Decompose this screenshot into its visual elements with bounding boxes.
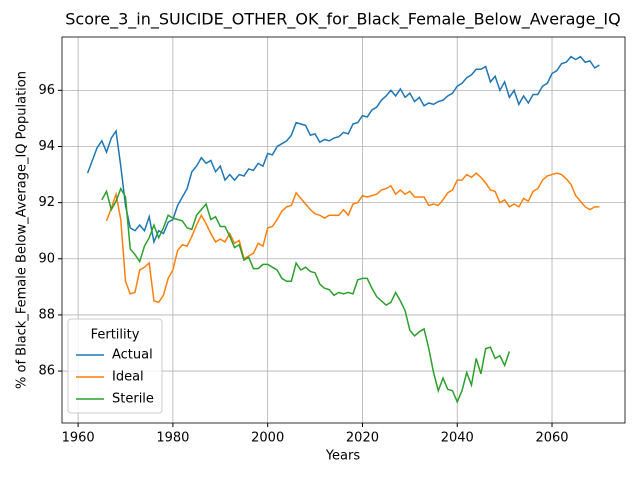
data-line bbox=[101, 186, 511, 404]
x-tick-label: 2000 bbox=[251, 431, 284, 446]
y-tick-label: 88 bbox=[38, 307, 55, 322]
legend-title: Fertility bbox=[91, 328, 140, 343]
x-tick-label: 2040 bbox=[441, 431, 474, 446]
legend: Fertility Actual Ideal Sterile bbox=[67, 318, 163, 414]
y-tick-label: 86 bbox=[38, 364, 55, 379]
x-tick-label: 1960 bbox=[62, 431, 95, 446]
y-tick-label: 90 bbox=[38, 251, 55, 266]
legend-box bbox=[67, 318, 163, 414]
x-axis-label: Years bbox=[325, 449, 361, 464]
data-line bbox=[105, 172, 600, 304]
y-tick-label: 92 bbox=[38, 195, 55, 210]
legend-label: Actual bbox=[112, 348, 153, 363]
legend-label: Ideal bbox=[112, 370, 144, 385]
x-tick-label: 2060 bbox=[535, 431, 568, 446]
plot-frame bbox=[61, 36, 626, 424]
y-axis-label: % of Black_Female Below_Average_IQ Popul… bbox=[15, 71, 30, 389]
y-tick-label: 96 bbox=[38, 83, 55, 98]
y-tick-label: 94 bbox=[38, 139, 55, 154]
x-tick-label: 1980 bbox=[156, 431, 189, 446]
data-line bbox=[86, 55, 600, 245]
legend-label: Sterile bbox=[112, 392, 154, 407]
x-tick-label: 2020 bbox=[346, 431, 379, 446]
chart-title: Score_3_in_SUICIDE_OTHER_OK_for_Black_Fe… bbox=[65, 10, 621, 30]
